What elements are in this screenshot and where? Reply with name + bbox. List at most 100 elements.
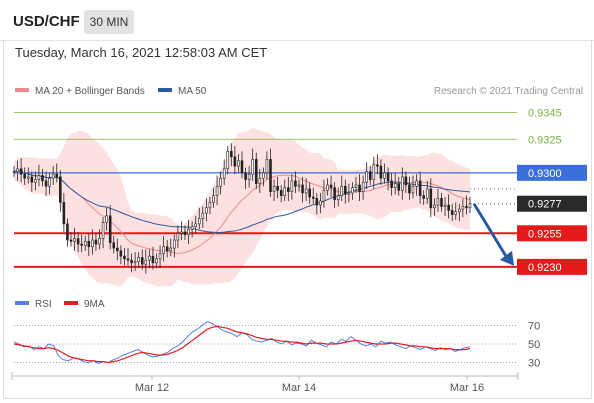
candle-body: [194, 223, 197, 227]
candle-body: [215, 185, 219, 196]
candle-body: [226, 151, 230, 170]
candle-body: [187, 228, 190, 235]
legend-label-9ma: 9MA: [84, 299, 105, 310]
support-label-box-0.9230: [517, 258, 587, 275]
candle-body: [26, 176, 30, 179]
legend-swatch-ma20: [15, 88, 29, 92]
candle-body: [108, 215, 112, 244]
candle-body: [73, 238, 76, 242]
candle-body: [340, 185, 344, 196]
candle-body: [418, 180, 422, 196]
candle-body: [329, 184, 333, 188]
candle-body: [155, 258, 158, 264]
candle-body: [347, 192, 351, 195]
candle-body: [251, 159, 254, 175]
ma50-line: [13, 169, 471, 234]
candle-body: [55, 173, 59, 178]
candle-body: [354, 184, 358, 188]
candle-body: [176, 232, 180, 241]
candle-body: [415, 180, 418, 187]
candle-body: [308, 188, 311, 198]
forecast-arrow-shaft: [472, 202, 509, 259]
bollinger-bands: [14, 127, 470, 287]
candle-body: [262, 172, 265, 179]
candle-body: [162, 246, 165, 254]
candle-body: [294, 180, 297, 187]
legend-swatch-9ma: [64, 301, 78, 305]
pivot-label: 0.9300: [528, 168, 562, 180]
candle-body: [190, 226, 194, 230]
candle-body: [237, 160, 240, 167]
rsi-legend: RSI 9MA: [15, 299, 105, 310]
candle-body: [51, 173, 55, 179]
level-labels: 0.9345 0.9325 0.9300 0.9277 0.9255 0.9230: [517, 107, 587, 275]
candle-body: [183, 231, 187, 235]
candle-body: [326, 184, 329, 191]
candle-body: [112, 242, 116, 249]
support-label-box-0.9255: [517, 225, 587, 242]
last-price-label: 0.9277: [528, 199, 562, 211]
candle-body: [101, 222, 105, 239]
candle-body: [19, 168, 23, 175]
price-levels: [14, 112, 517, 268]
candle-body: [16, 168, 19, 172]
candle-body: [393, 183, 397, 188]
rsi-level-label-50: 50: [528, 339, 540, 351]
candle-body: [233, 156, 237, 167]
candle-body: [119, 250, 123, 257]
candle-body: [41, 175, 44, 182]
candle-body: [269, 159, 272, 192]
candle-body: [34, 179, 37, 183]
candle-body: [144, 259, 148, 265]
candle-body: [258, 177, 262, 184]
candle-body: [165, 246, 169, 252]
candle-body: [254, 159, 258, 184]
x-tick-label: Mar 16: [450, 382, 484, 394]
candle-body: [468, 203, 472, 209]
candle-body: [311, 196, 315, 199]
candle-body: [130, 259, 133, 264]
candle-body: [315, 198, 319, 206]
candle-body: [429, 188, 433, 209]
candle-body: [140, 257, 144, 265]
candle-body: [240, 160, 244, 174]
candle-body: [297, 184, 301, 187]
symbol-label: USD/CHF: [13, 13, 80, 30]
candle-body: [358, 184, 361, 192]
chart-frame: [3, 40, 592, 399]
legend-swatch-rsi: [15, 301, 29, 305]
candle-body: [425, 188, 429, 199]
header-bar: USD/CHF 30 MIN: [0, 0, 594, 41]
candle-body: [180, 231, 183, 234]
candle-body: [408, 184, 411, 194]
candle-body: [148, 255, 151, 261]
candle-body: [151, 255, 155, 264]
candle-body: [433, 204, 436, 209]
candle-body: [372, 164, 376, 180]
candle-body: [44, 180, 48, 187]
legend-label-rsi: RSI: [35, 299, 52, 310]
candle-body: [173, 239, 176, 249]
candle-body: [30, 176, 34, 183]
candle-body: [436, 198, 440, 206]
forecast-arrow-head: [500, 250, 514, 266]
candle-body: [344, 185, 347, 195]
candle-body: [272, 185, 276, 192]
rsi-9ma-line: [13, 325, 471, 364]
candle-body: [76, 238, 80, 245]
timeframe-badge[interactable]: 30 MIN: [84, 10, 134, 34]
candle-body: [279, 190, 283, 196]
target-label-0.9345: 0.9345: [528, 107, 562, 119]
candle-body: [304, 188, 308, 194]
credit-text: Research © 2021 Trading Central: [434, 86, 583, 97]
support-label-0.9255: 0.9255: [528, 228, 562, 240]
candle-body: [265, 159, 269, 174]
candle-body: [247, 173, 251, 180]
candle-body: [390, 180, 393, 188]
candle-body: [336, 195, 340, 201]
x-tick-label: Mar 14: [282, 382, 316, 394]
candle-body: [212, 195, 215, 203]
candle-body: [440, 198, 443, 207]
candle-body: [361, 181, 365, 192]
